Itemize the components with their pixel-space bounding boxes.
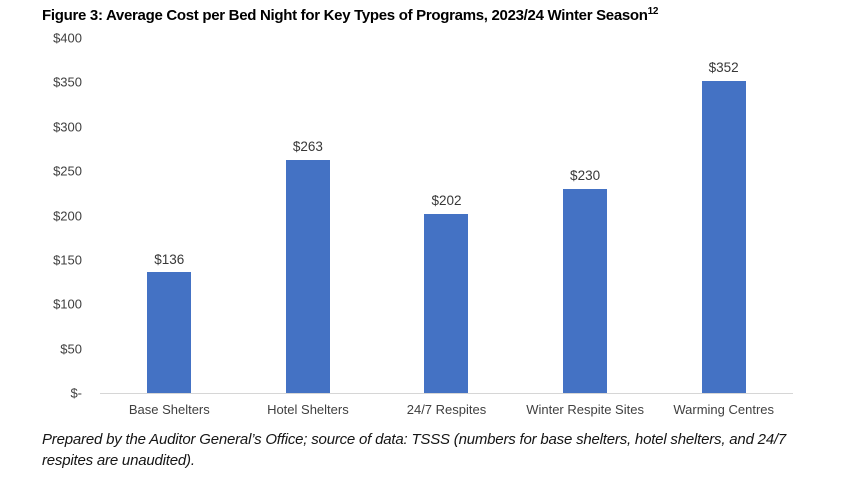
source-note: Prepared by the Auditor General’s Office…: [42, 431, 787, 470]
y-axis: $- $50 $100 $150 $200 $250 $300 $350 $400: [0, 32, 82, 400]
bar-slot: $230 Winter Respite Sites: [516, 38, 655, 417]
x-axis-category-label: Winter Respite Sites: [526, 402, 644, 417]
bar: [424, 213, 469, 393]
bar-value-label: $202: [431, 193, 462, 209]
y-axis-tick-label: $350: [53, 74, 82, 90]
y-axis-tick-label: $150: [53, 252, 82, 268]
bar: [147, 272, 192, 393]
bar-slot: $263 Hotel Shelters: [239, 38, 378, 417]
figure-title-text: Figure 3: Average Cost per Bed Night for…: [42, 7, 648, 24]
x-axis-category-label: Base Shelters: [128, 402, 210, 417]
bar-value-label: $230: [570, 168, 601, 184]
bar-slot: $352 Warming Centres: [654, 38, 793, 417]
x-axis-category-label: 24/7 Respites: [406, 402, 487, 417]
y-axis-tick-label: $250: [53, 163, 82, 179]
x-axis-category-label: Warming Centres: [673, 402, 774, 417]
bar-chart: $- $50 $100 $150 $200 $250 $300 $350 $400 $136 Ba…: [0, 32, 793, 417]
bar-value-label: $352: [708, 60, 739, 76]
x-axis-category-label: Hotel Shelters: [267, 402, 349, 417]
bar-slot: $136 Base Shelters: [100, 38, 239, 417]
bar: [285, 159, 330, 393]
bar-slot: $202 24/7 Respites: [377, 38, 516, 417]
plot-area: $136 Base Shelters $263 Hotel Shelters $202 2…: [100, 38, 793, 417]
y-axis-tick-label: $-: [70, 385, 82, 401]
bar: [563, 188, 608, 393]
y-axis-tick-label: $400: [53, 30, 82, 46]
y-axis-tick-label: $300: [53, 119, 82, 135]
bar-value-label: $136: [154, 251, 185, 267]
figure-title: Figure 3: Average Cost per Bed Night for…: [42, 6, 659, 25]
y-axis-tick-label: $50: [60, 341, 82, 357]
y-axis-tick-label: $100: [53, 296, 82, 312]
y-axis-tick-label: $200: [53, 208, 82, 223]
bar-value-label: $263: [292, 139, 323, 155]
bar: [701, 80, 746, 393]
figure-title-superscript: 12: [647, 6, 659, 17]
